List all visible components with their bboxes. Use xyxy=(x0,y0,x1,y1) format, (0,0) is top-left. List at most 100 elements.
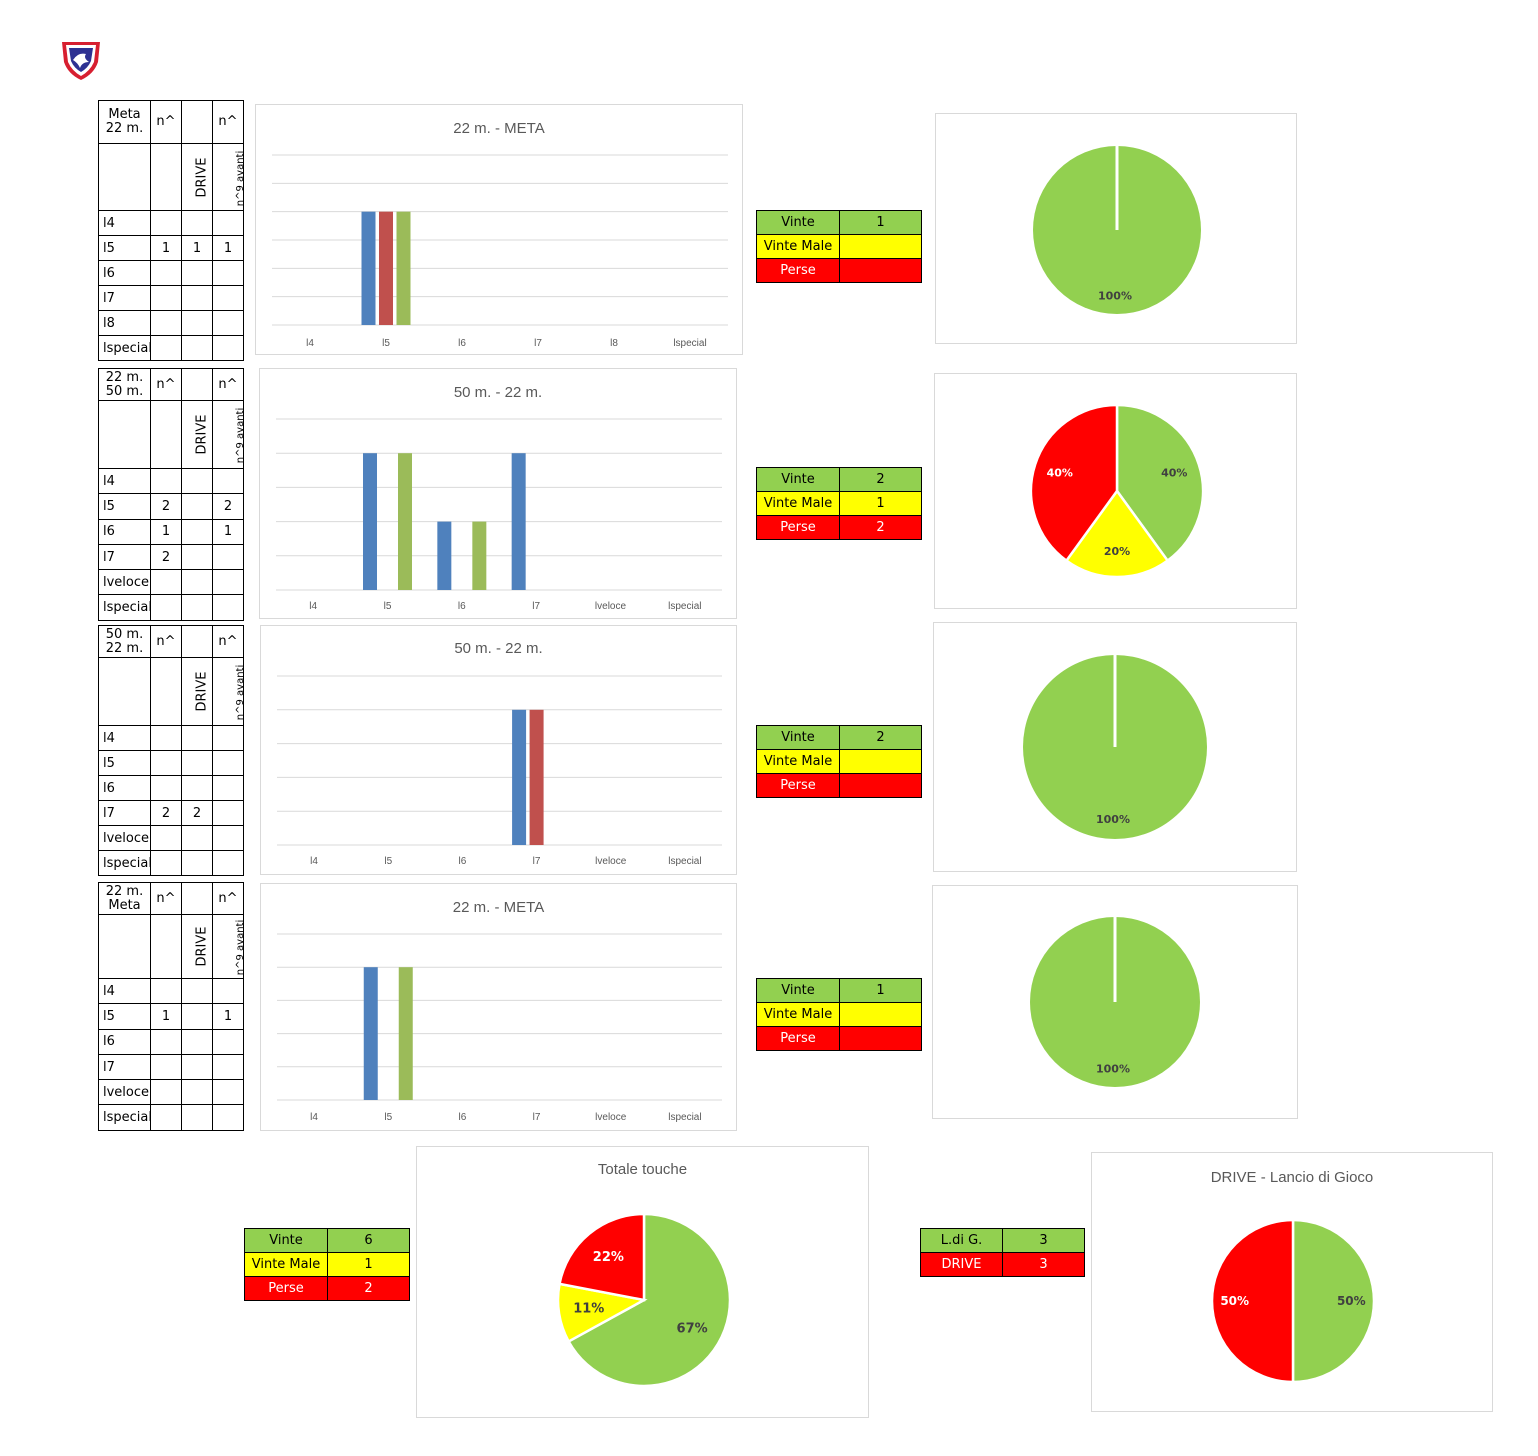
row-value xyxy=(181,1053,213,1081)
row-value xyxy=(181,1104,213,1131)
row-value xyxy=(181,493,213,520)
vinte-value: 2 xyxy=(839,467,922,492)
row-value xyxy=(181,518,213,545)
row-label: l5 xyxy=(98,1003,151,1030)
table-row: l4 xyxy=(98,977,244,1005)
vinte-value: 6 xyxy=(327,1228,410,1253)
row-value xyxy=(181,569,213,596)
row-value xyxy=(150,260,182,286)
pie-data-label: 50% xyxy=(1337,1294,1366,1308)
row-value xyxy=(150,1079,182,1106)
row-value: 2 xyxy=(212,493,244,520)
table-row: l6 xyxy=(98,775,244,801)
row-value xyxy=(212,569,244,596)
blank-header xyxy=(150,143,182,211)
perse-label: Perse xyxy=(756,1026,840,1051)
column-label: DRIVE xyxy=(194,414,210,455)
row-value: 2 xyxy=(150,543,182,571)
row-value: 1 xyxy=(212,1003,244,1030)
pie-slice xyxy=(1291,1218,1376,1384)
x-tick-label: l4 xyxy=(310,856,318,867)
zone-stats-table: 50 m. 22 m. n^ n^ DRIVE n^9 avanti l4 l5 l6 l7 2 2… xyxy=(98,625,244,876)
row-value xyxy=(181,1003,213,1030)
row-value xyxy=(150,850,182,876)
totale-touche-pie: Totale touche 67% 11% 22% xyxy=(416,1146,869,1418)
row-value xyxy=(181,260,213,286)
count-header: n^ xyxy=(150,100,182,144)
zone-stats-table: 22 m. Meta n^ n^ DRIVE n^9 avanti l4 l5 1 1 l6 l7 l… xyxy=(98,882,244,1131)
count-header xyxy=(181,625,213,658)
vinte-label: Vinte xyxy=(756,210,840,235)
row-value xyxy=(212,1104,244,1131)
row-value xyxy=(181,825,213,851)
chart-title: DRIVE - Lancio di Gioco xyxy=(1210,1169,1374,1186)
bar xyxy=(363,453,377,590)
x-tick-label: l7 xyxy=(533,856,541,867)
row-value xyxy=(212,1053,244,1081)
pie-chart-3: 100% xyxy=(933,622,1297,872)
x-tick-label: l5 xyxy=(384,1112,392,1123)
pie-slice xyxy=(566,1212,732,1388)
vinte-value: 2 xyxy=(839,725,922,750)
pie-chart-4: 100% xyxy=(932,885,1298,1119)
pie-data-label: 100% xyxy=(1098,290,1132,303)
x-tick-label: l6 xyxy=(458,601,466,612)
row-value: 1 xyxy=(150,1003,182,1030)
pie-chart-2: 40% 20% 40% xyxy=(934,373,1297,609)
row-label: l6 xyxy=(98,260,151,286)
table-row: l5 1 1 1 xyxy=(98,235,244,261)
row-value xyxy=(181,725,213,751)
row-value xyxy=(212,260,244,286)
row-value xyxy=(150,594,182,621)
column-label: n^9 avanti xyxy=(235,664,244,721)
vinte-male-value xyxy=(839,1002,922,1027)
row-label: l4 xyxy=(98,725,151,751)
zone-results-table: Vinte 2 Vinte Male 1 Perse 2 xyxy=(756,467,922,540)
perse-value: 2 xyxy=(839,515,922,540)
table-row: lveloce xyxy=(98,1079,244,1106)
row-value xyxy=(150,825,182,851)
bar xyxy=(398,967,413,1100)
row-value xyxy=(212,800,244,826)
vinte-male-label: Vinte Male xyxy=(756,234,840,259)
table-row: lspecial xyxy=(98,594,244,621)
row-value xyxy=(181,467,213,495)
count-header: n^ xyxy=(212,368,244,401)
row-value: 1 xyxy=(150,235,182,261)
zone-results-table: Vinte 1 Vinte Male Perse xyxy=(756,210,922,283)
x-tick-label: l7 xyxy=(534,338,542,349)
column-label: DRIVE xyxy=(194,926,210,967)
ldg-label: L.di G. xyxy=(920,1228,1003,1253)
row-value xyxy=(212,850,244,876)
row-label: lveloce xyxy=(98,1079,151,1106)
bar xyxy=(529,709,544,845)
row-value xyxy=(212,335,244,361)
count-header xyxy=(181,100,213,144)
x-tick-label: lspecial xyxy=(673,338,706,349)
row-label: l5 xyxy=(98,493,151,520)
row-value xyxy=(150,725,182,751)
pie-slice xyxy=(1064,488,1170,579)
blank-header xyxy=(98,914,151,979)
x-tick-label: l5 xyxy=(382,338,390,349)
count-header: n^ xyxy=(150,368,182,401)
table-row: l7 xyxy=(98,285,244,311)
table-row: l6 1 1 xyxy=(98,518,244,545)
x-tick-label: l6 xyxy=(459,856,467,867)
table-row: l6 xyxy=(98,1028,244,1055)
vinte-label: Vinte xyxy=(756,725,840,750)
row-value: 2 xyxy=(150,493,182,520)
row-value xyxy=(181,543,213,571)
table-row: l5 1 1 xyxy=(98,1003,244,1030)
drive-label: DRIVE xyxy=(920,1252,1003,1277)
row-label: l6 xyxy=(98,1028,151,1055)
row-value xyxy=(212,1028,244,1055)
row-label: lveloce xyxy=(98,569,151,596)
table-row: l7 2 2 xyxy=(98,800,244,826)
chart-title: Totale touche xyxy=(597,1161,688,1178)
x-tick-label: l4 xyxy=(309,601,317,612)
vinte-male-label: Vinte Male xyxy=(244,1252,328,1277)
row-value xyxy=(212,977,244,1005)
row-value xyxy=(150,335,182,361)
row-value xyxy=(212,750,244,776)
